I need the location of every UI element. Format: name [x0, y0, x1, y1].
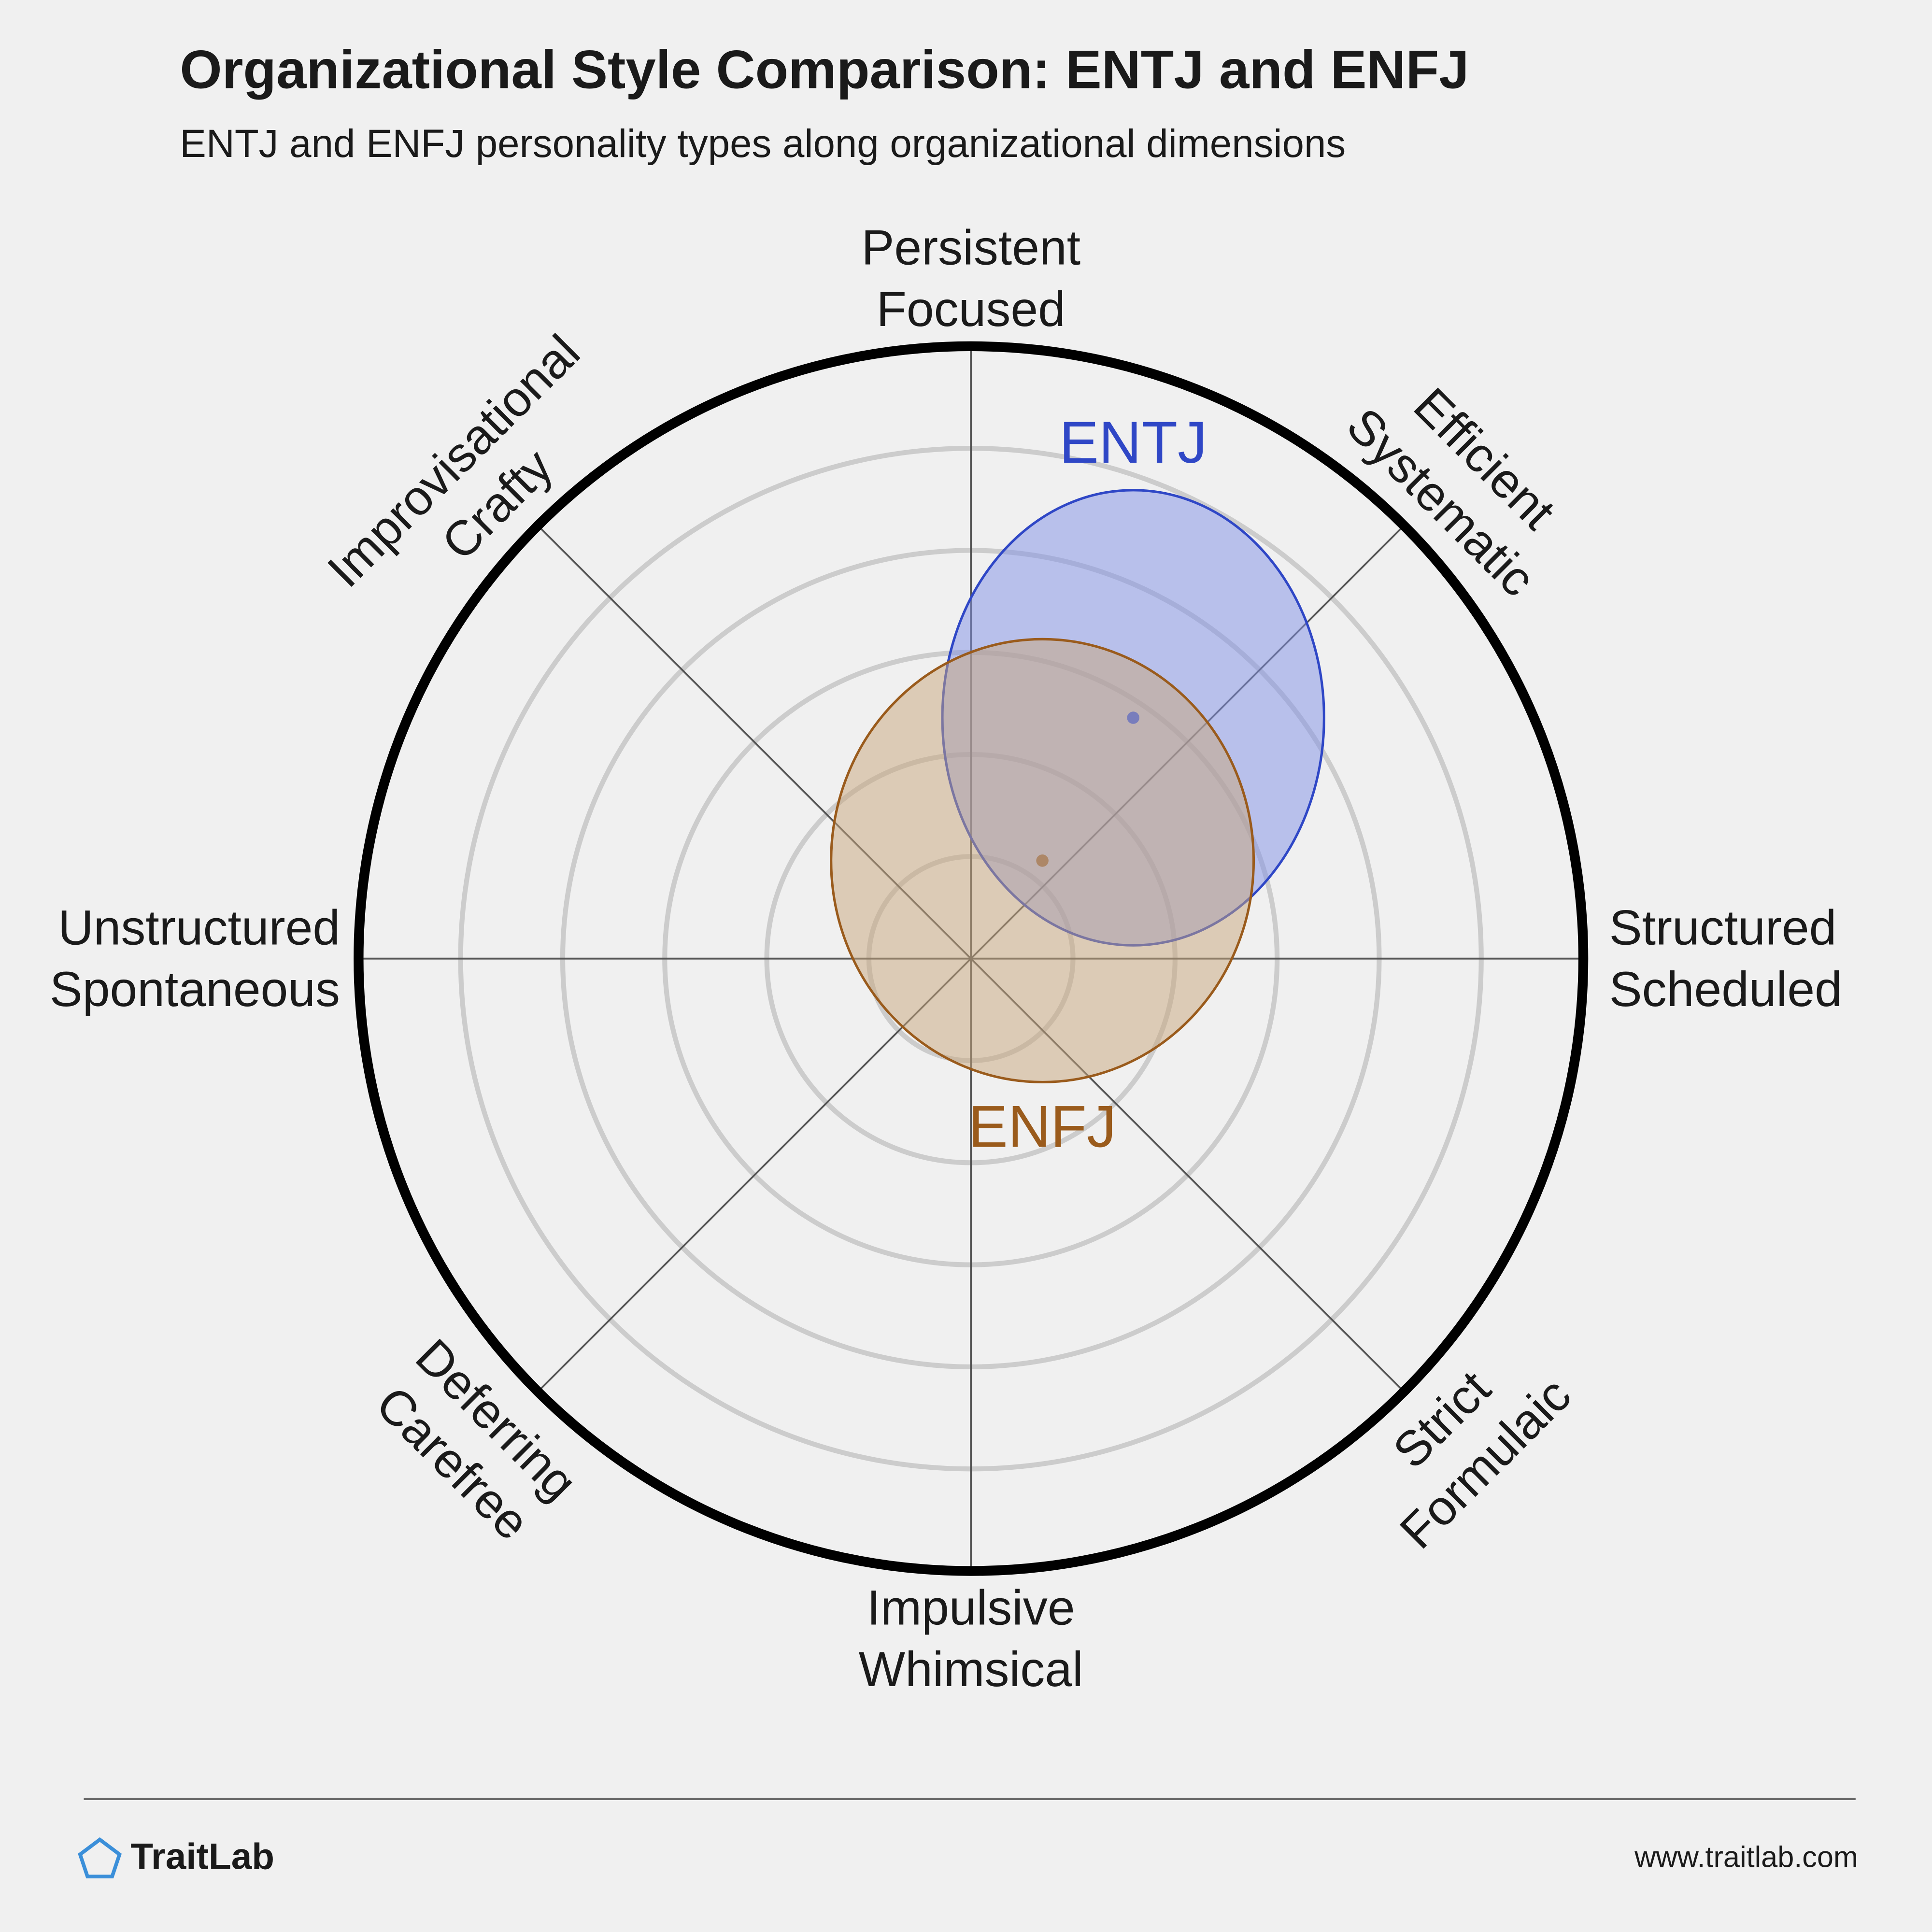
series-label: ENFJ [968, 1094, 1116, 1160]
axis-label-line: Spontaneous [50, 962, 340, 1017]
axis-label: Unstructured Spontaneous [50, 900, 340, 1017]
axis-label-line: Whimsical [859, 1642, 1083, 1697]
logo-icon [78, 1837, 122, 1879]
axis-label-line: Persistent [861, 220, 1080, 275]
axis-label: Persistent Focused [861, 220, 1080, 337]
axis-label-line: Scheduled [1609, 962, 1842, 1017]
axis-label-line: Structured [1609, 900, 1837, 955]
center-dot [1127, 711, 1139, 724]
axis-label: Structured Scheduled [1609, 900, 1842, 1017]
axis-label-line: Focused [877, 282, 1065, 337]
spoke [537, 958, 972, 1392]
axis-label-line: Impulsive [867, 1580, 1075, 1635]
chart-subtitle: ENTJ and ENFJ personality types along or… [180, 122, 1346, 166]
outer-ring [354, 341, 1589, 1576]
url: www.traitlab.com [1634, 1841, 1858, 1874]
chart-title: Organizational Style Comparison: ENTJ an… [180, 39, 1469, 100]
axis-label: Impulsive Whimsical [859, 1580, 1083, 1697]
center-dot [1036, 854, 1049, 867]
series-label: ENTJ [1059, 409, 1207, 475]
brand: TraitLab [130, 1836, 274, 1877]
axis-label-line: Unstructured [58, 900, 340, 955]
